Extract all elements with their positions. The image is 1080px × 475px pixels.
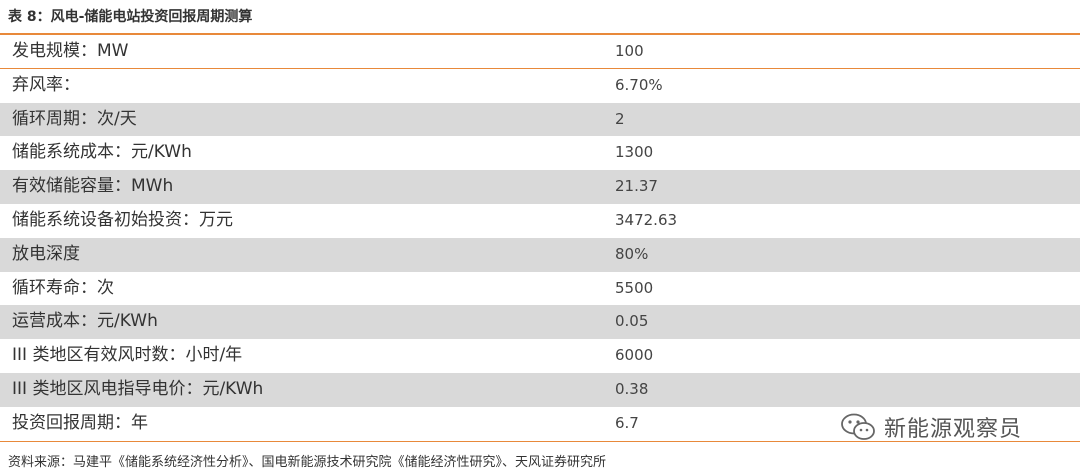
bottom-rule <box>0 441 1080 442</box>
row-label: 循环周期：次/天 <box>12 108 137 129</box>
table-row: 循环寿命：次 5500 <box>0 272 1080 306</box>
row-value: 80% <box>615 244 649 263</box>
table-row: III 类地区有效风时数：小时/年 6000 <box>0 339 1080 373</box>
watermark: 新能源观察员 <box>840 412 1022 442</box>
table-row: 放电深度 80% <box>0 237 1080 272</box>
row-label: 储能系统设备初始投资：万元 <box>12 209 233 230</box>
row-label: III 类地区风电指导电价：元/KWh <box>12 378 264 399</box>
row-value: 21.37 <box>615 177 658 196</box>
table-row: 运营成本：元/KWh 0.05 <box>0 305 1080 340</box>
table-row: 循环周期：次/天 2 <box>0 102 1080 137</box>
data-table: 发电规模：MW 100 弃风率： 6.70% 循环周期：次/天 2 储能系统成本… <box>0 35 1080 441</box>
row-label: III 类地区有效风时数：小时/年 <box>12 345 243 366</box>
table-caption: 表 8：风电-储能电站投资回报周期测算 <box>8 9 253 25</box>
watermark-text: 新能源观察员 <box>884 417 1023 442</box>
row-label: 循环寿命：次 <box>12 277 114 298</box>
row-label: 发电规模：MW <box>12 41 129 61</box>
wechat-icon <box>841 413 875 440</box>
row-label: 投资回报周期：年 <box>12 412 148 433</box>
table-row: 储能系统成本：元/KWh 1300 <box>0 136 1080 170</box>
row-value: 5500 <box>615 278 654 297</box>
row-label: 弃风率： <box>12 74 80 95</box>
table-row: 投资回报周期：年 6.7 <box>0 407 1080 441</box>
row-value: 0.38 <box>615 379 649 398</box>
row-value: 0.05 <box>615 312 649 331</box>
row-value: 2 <box>615 109 625 128</box>
row-value: 6.7 <box>615 413 639 432</box>
table-row: 发电规模：MW 100 <box>0 35 1080 69</box>
row-value: 1300 <box>615 143 654 162</box>
header-rule <box>0 68 1080 69</box>
source-note: 资料来源：马建平《储能系统经济性分析》、国电新能源技术研究院《储能经济性研究》、… <box>8 455 607 470</box>
row-value: 3472.63 <box>615 210 678 229</box>
row-label: 储能系统成本：元/KWh <box>12 142 192 163</box>
top-rule <box>0 33 1080 35</box>
row-value: 6.70% <box>615 75 663 94</box>
row-value: 6000 <box>615 346 654 365</box>
row-label: 运营成本：元/KWh <box>12 311 158 332</box>
row-label: 有效储能容量：MWh <box>12 176 174 197</box>
table-row: 储能系统设备初始投资：万元 3472.63 <box>0 204 1080 238</box>
table-row: III 类地区风电指导电价：元/KWh 0.38 <box>0 372 1080 407</box>
row-label: 放电深度 <box>12 243 80 264</box>
table-row: 有效储能容量：MWh 21.37 <box>0 170 1080 204</box>
table-row: 弃风率： 6.70% <box>0 69 1080 103</box>
row-value: 100 <box>615 42 644 60</box>
